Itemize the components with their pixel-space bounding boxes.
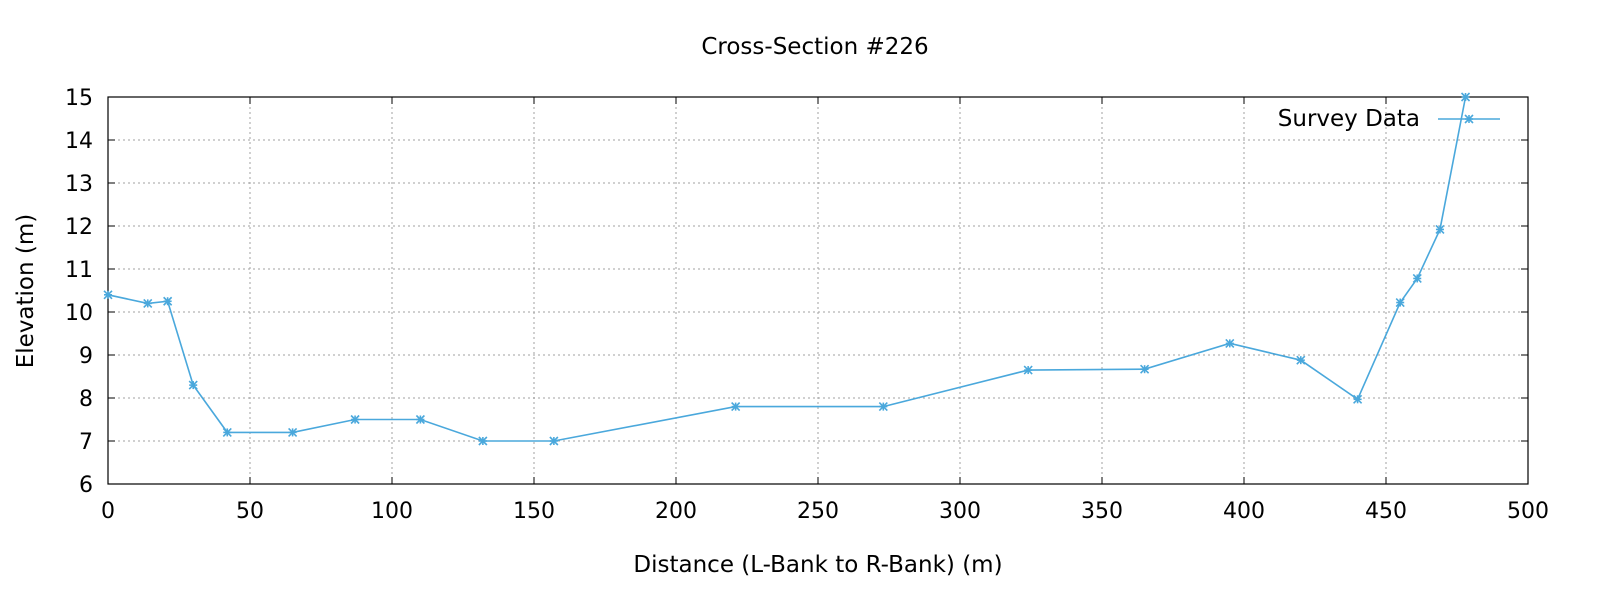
- x-tick-label: 50: [236, 499, 264, 524]
- data-point: [1225, 338, 1235, 348]
- y-tick-label: 12: [65, 215, 93, 240]
- x-tick-label: 150: [513, 499, 555, 524]
- legend-label: Survey Data: [1278, 106, 1420, 132]
- y-tick-label: 14: [65, 129, 93, 154]
- series-line: [107, 96, 1467, 442]
- chart-title: Cross-Section #226: [701, 34, 928, 60]
- y-tick-label: 11: [65, 258, 93, 283]
- data-point: [188, 380, 198, 390]
- data-point: [549, 436, 559, 446]
- x-tick-label: 450: [1365, 499, 1407, 524]
- y-tick-label: 9: [79, 344, 93, 369]
- x-tick-label: 100: [371, 499, 413, 524]
- data-point: [103, 290, 113, 300]
- x-axis-label: Distance (L-Bank to R-Bank) (m): [633, 552, 1002, 578]
- y-tick-label: 13: [65, 172, 93, 197]
- data-point: [1395, 297, 1405, 308]
- data-point: [1296, 355, 1306, 365]
- legend-sample: [1438, 114, 1500, 124]
- x-tick-label: 200: [655, 499, 697, 524]
- data-point: [415, 414, 425, 425]
- data-point: [350, 414, 360, 425]
- y-tick-label: 15: [65, 86, 93, 111]
- data-point: [1023, 365, 1033, 375]
- data-point: [878, 402, 888, 412]
- axis-ticks: 0 50 100 150 200 250 300 350 400 450 500 6 7 8 9 10 11 12…: [65, 86, 1549, 524]
- data-point: [1435, 224, 1445, 235]
- y-tick-label: 10: [65, 301, 93, 326]
- data-point: [1140, 364, 1150, 374]
- x-tick-label: 500: [1507, 499, 1549, 524]
- x-tick-label: 400: [1223, 499, 1265, 524]
- legend: Survey Data: [1278, 106, 1500, 132]
- data-point: [288, 427, 298, 437]
- y-tick-label: 6: [79, 473, 93, 498]
- data-point: [222, 427, 232, 437]
- x-tick-label: 250: [797, 499, 839, 524]
- x-tick-label: 300: [939, 499, 981, 524]
- y-tick-label: 8: [79, 387, 93, 412]
- data-point: [1460, 92, 1471, 102]
- data-point: [163, 296, 173, 306]
- data-point: [731, 402, 741, 412]
- data-point: [143, 298, 153, 308]
- y-tick-label: 7: [79, 430, 93, 455]
- data-point: [1412, 273, 1422, 284]
- x-tick-label: 350: [1081, 499, 1123, 524]
- data-point: [1353, 394, 1363, 404]
- y-axis-label: Elevation (m): [13, 214, 39, 369]
- x-tick-label: 0: [101, 499, 115, 524]
- data-point: [478, 436, 488, 446]
- legend-marker: [1464, 114, 1474, 124]
- series-layer: [103, 92, 1471, 446]
